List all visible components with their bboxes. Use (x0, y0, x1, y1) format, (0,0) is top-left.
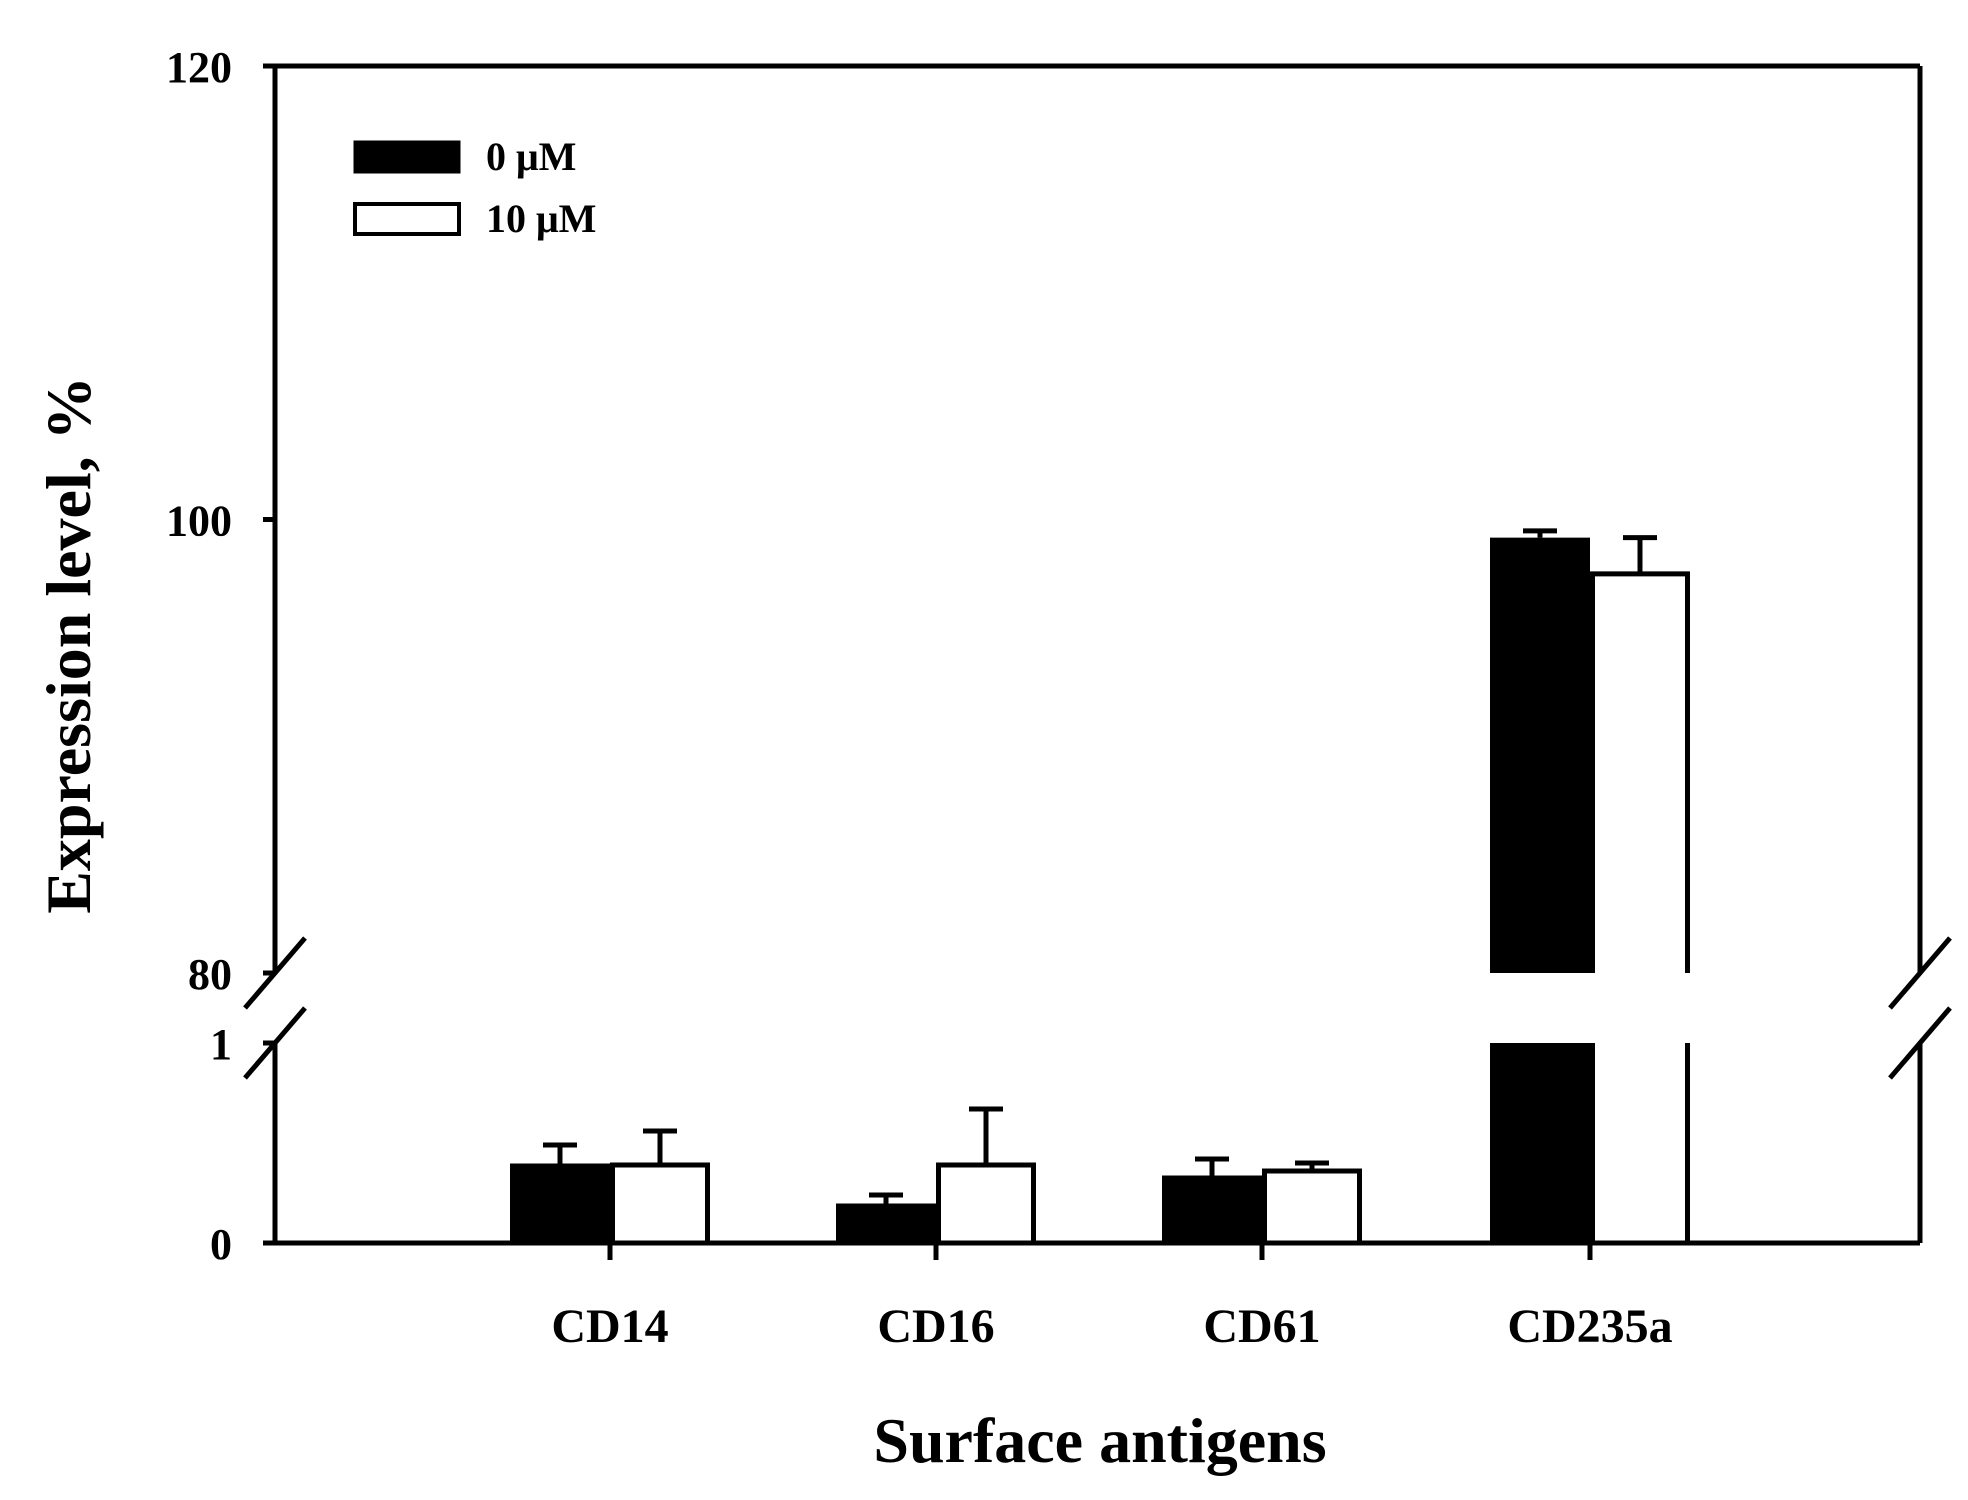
x-tick-label-CD16: CD16 (877, 1300, 994, 1353)
error-bars-layer (543, 528, 1657, 1205)
legend-label-0uM: 0 μM (486, 134, 576, 179)
bar-CD16-0uM (836, 1203, 936, 1245)
error-bar-CD16-10uM (969, 1106, 1003, 1165)
bar-CD61-0uM (1162, 1175, 1262, 1245)
legend-swatch-10uM (353, 202, 461, 236)
error-bar-CD14-10uM (643, 1128, 677, 1165)
bar-CD14-0uM (510, 1163, 610, 1245)
error-bar-CD16-0uM (869, 1192, 903, 1205)
y-tick-label-120: 120 (166, 43, 232, 92)
error-bar-CD235a-10uM (1623, 535, 1657, 574)
bar-CD235a-10uM (1590, 571, 1690, 1243)
legend-swatch-0uM (353, 140, 461, 174)
bar-CD235a-0uM-lower (1490, 1043, 1590, 1243)
error-bar-CD61-10uM (1295, 1160, 1329, 1171)
bar-CD235a-0uM (1490, 537, 1590, 1243)
bar-CD14-10uM (610, 1162, 710, 1246)
axis-break-right-lower (1888, 1006, 1952, 1080)
legend-label-10uM: 10 μM (486, 196, 596, 241)
bars-layer (510, 537, 1690, 1246)
bar-CD235a-10uM-upper (1590, 571, 1690, 973)
axis-break-marks (243, 936, 1952, 1080)
x-tick-label-CD235a: CD235a (1507, 1300, 1672, 1353)
y-axis-title: Expression level, % (33, 376, 104, 914)
error-bar-CD14-0uM (543, 1142, 577, 1165)
plot-frame (272, 63, 1923, 1246)
axis-break-right-upper (1888, 936, 1952, 1010)
bar-CD235a-10uM-lower (1590, 1043, 1690, 1243)
x-tick-label-CD14: CD14 (551, 1300, 668, 1353)
bar-CD235a-0uM-upper (1490, 537, 1590, 973)
x-axis-title: Surface antigens (873, 1405, 1326, 1476)
y-tick-label-1: 1 (210, 1020, 232, 1069)
error-bar-CD61-0uM (1195, 1156, 1229, 1177)
y-tick-label-0: 0 (210, 1220, 232, 1269)
legend: 0 μM 10 μM (353, 134, 596, 241)
ticks-layer: 0 1 80 100 120 CD14 CD16 CD61 CD235a (166, 43, 1673, 1353)
y-tick-label-80: 80 (188, 950, 232, 999)
bar-CD61-10uM (1262, 1168, 1362, 1246)
x-tick-label-CD61: CD61 (1203, 1300, 1320, 1353)
error-bar-CD235a-0uM (1523, 528, 1557, 538)
y-tick-label-100: 100 (166, 497, 232, 546)
bar-CD16-10uM (936, 1162, 1036, 1246)
